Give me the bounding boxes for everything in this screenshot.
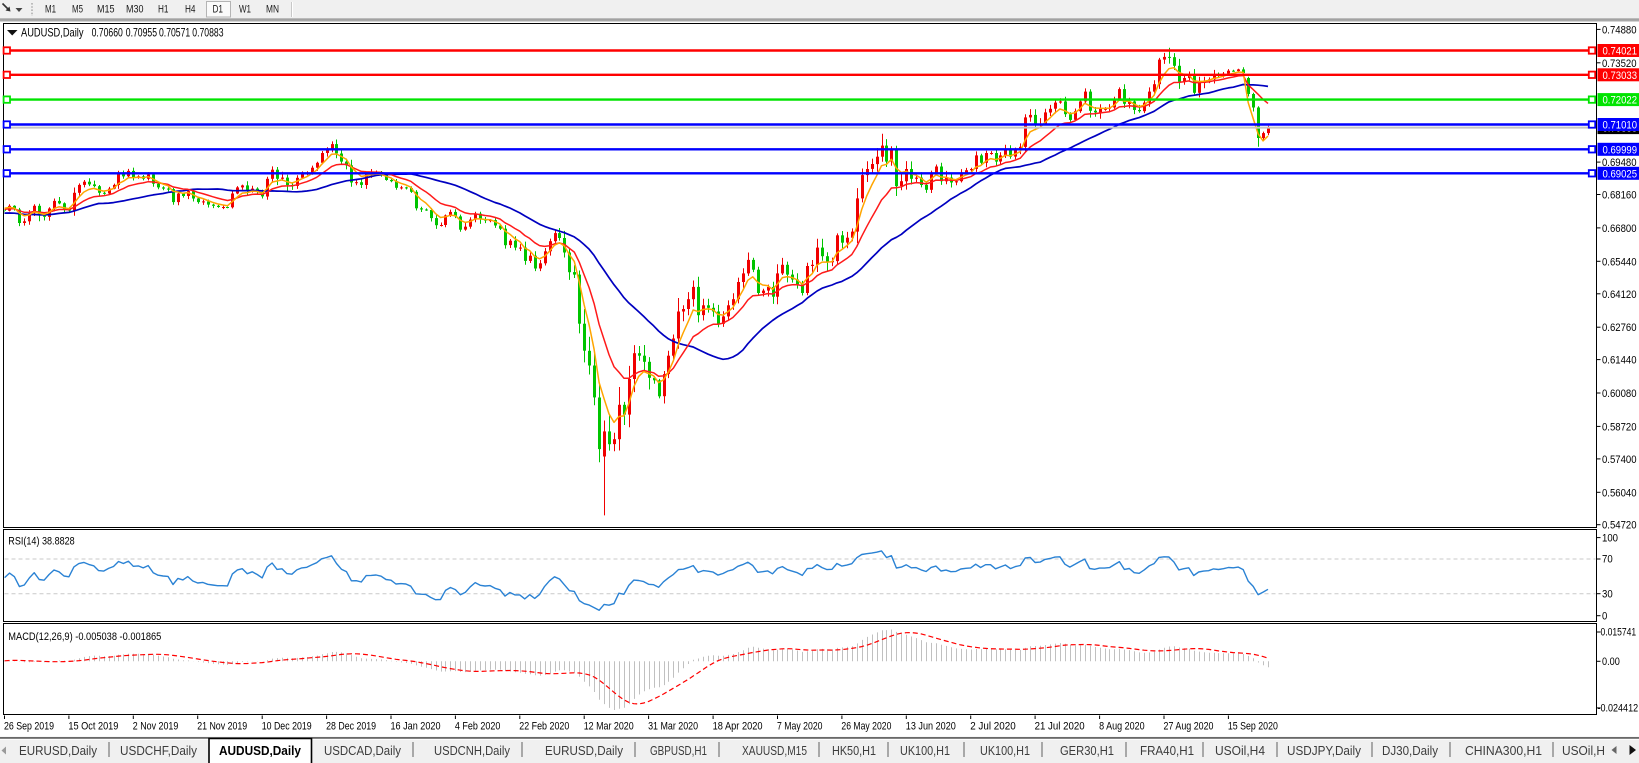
svg-text:0: 0 [1602,610,1607,622]
svg-text:RSI(14) 38.8828: RSI(14) 38.8828 [8,536,74,548]
svg-text:D1: D1 [213,4,224,16]
svg-text:7 May 2020: 7 May 2020 [777,721,823,733]
svg-text:0.70883: 0.70883 [192,26,223,40]
svg-text:W1: W1 [239,4,251,16]
svg-text:22 Feb 2020: 22 Feb 2020 [519,721,569,733]
svg-text:0.57400: 0.57400 [1602,454,1637,466]
svg-text:0.72022: 0.72022 [1603,95,1638,107]
svg-text:16 Jan 2020: 16 Jan 2020 [391,721,441,733]
svg-text:0.69999: 0.69999 [1603,144,1638,156]
svg-text:2 Nov 2019: 2 Nov 2019 [133,721,179,733]
svg-text:0.71010: 0.71010 [1603,120,1638,132]
svg-text:CHINA300,H1: CHINA300,H1 [1465,744,1542,758]
svg-text:18 Apr 2020: 18 Apr 2020 [713,721,763,733]
svg-text:EURUSD,Daily: EURUSD,Daily [545,744,624,758]
svg-text:0.65440: 0.65440 [1602,256,1637,268]
svg-text:0.58720: 0.58720 [1602,421,1637,433]
svg-text:0.64120: 0.64120 [1602,289,1637,301]
svg-text:27 Aug 2020: 27 Aug 2020 [1164,721,1214,733]
svg-text:0.70571: 0.70571 [159,26,190,40]
svg-text:XAUUSD,M15: XAUUSD,M15 [742,744,807,758]
svg-text:0.69025: 0.69025 [1603,168,1638,180]
svg-text:0.56040: 0.56040 [1602,487,1637,499]
svg-text:H1: H1 [158,4,169,16]
svg-text:15 Sep 2020: 15 Sep 2020 [1228,721,1278,733]
svg-text:USDJPY,Daily: USDJPY,Daily [1287,744,1362,758]
svg-text:GER30,H1: GER30,H1 [1060,744,1114,758]
svg-text:0.69480: 0.69480 [1602,157,1637,169]
svg-text:USDCHF,Daily: USDCHF,Daily [120,744,198,758]
svg-text:0.70955: 0.70955 [126,26,157,40]
svg-text:UK100,H1: UK100,H1 [900,744,950,758]
svg-text:26 Sep 2019: 26 Sep 2019 [4,721,54,733]
svg-text:M15: M15 [97,4,115,16]
svg-text:0.00: 0.00 [1602,656,1620,668]
svg-text:0.70660: 0.70660 [92,26,123,40]
svg-text:21 Nov 2019: 21 Nov 2019 [197,721,247,733]
svg-text:21 Jul 2020: 21 Jul 2020 [1035,721,1085,733]
svg-text:0.015741: 0.015741 [1601,627,1637,639]
svg-text:26 May 2020: 26 May 2020 [841,721,891,733]
svg-text:USOil,H: USOil,H [1562,744,1605,758]
svg-text:H4: H4 [185,4,196,16]
svg-text:USDCAD,Daily: USDCAD,Daily [324,744,402,758]
svg-text:4 Feb 2020: 4 Feb 2020 [455,721,501,733]
svg-text:0.74021: 0.74021 [1603,46,1638,58]
svg-text:FRA40,H1: FRA40,H1 [1140,744,1194,758]
svg-text:0.73033: 0.73033 [1603,70,1638,82]
svg-text:0.61440: 0.61440 [1602,355,1637,367]
svg-text:0.66800: 0.66800 [1602,223,1637,235]
svg-text:MN: MN [266,4,279,16]
svg-text:EURUSD,Daily: EURUSD,Daily [19,744,98,758]
svg-text:0.73520: 0.73520 [1602,58,1637,70]
svg-text:M5: M5 [72,4,83,16]
svg-text:DJ30,Daily: DJ30,Daily [1382,744,1439,758]
svg-text:AUDUSD,Daily: AUDUSD,Daily [21,26,84,40]
svg-text:31 Mar 2020: 31 Mar 2020 [648,721,698,733]
svg-text:0.60080: 0.60080 [1602,388,1637,400]
svg-text:70: 70 [1602,554,1613,566]
svg-text:MACD(12,26,9) -0.005038 -0.001: MACD(12,26,9) -0.005038 -0.001865 [8,631,161,643]
svg-text:15 Oct 2019: 15 Oct 2019 [68,721,118,733]
svg-text:0.74880: 0.74880 [1602,24,1637,36]
svg-text:M1: M1 [45,4,56,16]
svg-text:12 Mar 2020: 12 Mar 2020 [584,721,634,733]
svg-text:USDCNH,Daily: USDCNH,Daily [434,744,511,758]
svg-text:8 Aug 2020: 8 Aug 2020 [1099,721,1145,733]
svg-text:28 Dec 2019: 28 Dec 2019 [326,721,376,733]
svg-text:0.62760: 0.62760 [1602,322,1637,334]
svg-text:2 Jul 2020: 2 Jul 2020 [970,721,1016,733]
svg-text:30: 30 [1602,588,1613,600]
svg-text:M30: M30 [126,4,144,16]
svg-text:13 Jun 2020: 13 Jun 2020 [906,721,956,733]
svg-text:0.68160: 0.68160 [1602,190,1637,202]
svg-text:USOil,H4: USOil,H4 [1215,744,1265,758]
svg-text:UK100,H1: UK100,H1 [980,744,1030,758]
svg-text:GBPUSD,H1: GBPUSD,H1 [650,744,707,758]
svg-text:100: 100 [1602,532,1618,544]
svg-text:10 Dec 2019: 10 Dec 2019 [262,721,312,733]
svg-text:-0.024412: -0.024412 [1598,703,1639,715]
svg-text:0.54720: 0.54720 [1602,520,1637,532]
svg-text:HK50,H1: HK50,H1 [832,744,876,758]
svg-text:AUDUSD,Daily: AUDUSD,Daily [219,744,301,758]
